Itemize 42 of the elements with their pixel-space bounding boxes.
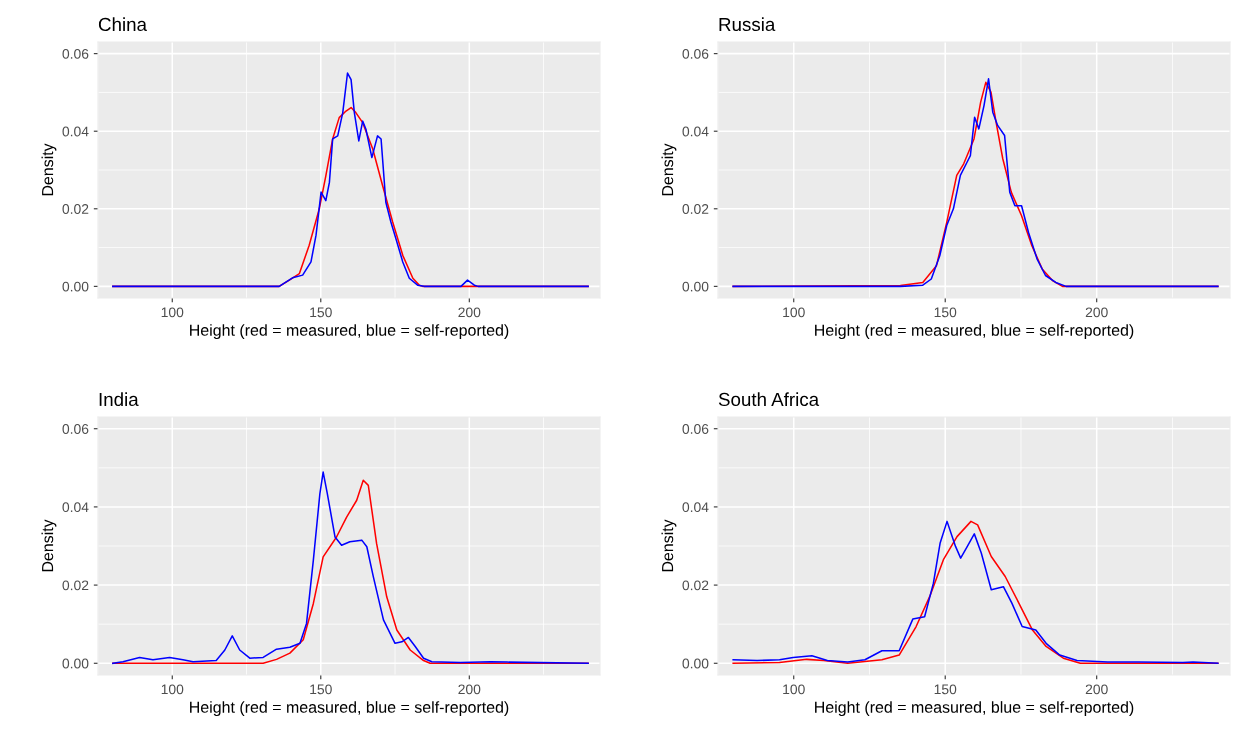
y-tick-label: 0.06 [682, 48, 709, 59]
y-axis-title: Density [661, 143, 677, 196]
x-tick-label: 150 [934, 307, 957, 318]
chart-title: South Africa [718, 392, 820, 407]
x-axis-title: Height (red = measured, blue = self-reported) [190, 324, 509, 340]
x-axis-title: Height (red = measured, blue = self-reported) [190, 701, 509, 717]
x-tick-label: 150 [310, 307, 332, 318]
y-tick-label: 0.00 [682, 281, 709, 292]
y-tick-label: 0.04 [62, 126, 89, 137]
y-tick-label: 0.02 [682, 580, 709, 591]
y-tick-label: 0.04 [682, 126, 709, 137]
y-axis-title: Density [41, 143, 57, 196]
y-tick-label: 0.00 [682, 658, 709, 669]
y-tick-label: 0.02 [682, 204, 709, 214]
y-tick-label: 0.04 [682, 502, 709, 513]
x-tick-label: 100 [161, 684, 184, 695]
x-tick-label: 100 [161, 307, 184, 318]
y-tick-label: 0.06 [682, 424, 709, 434]
x-axis-title: Height (red = measured, blue = self-reported) [815, 701, 1134, 717]
chart-title: India [99, 392, 139, 407]
x-axis-title: Height (red = measured, blue = self-reported) [815, 324, 1134, 340]
x-tick-label: 100 [783, 684, 805, 695]
x-tick-label: 150 [934, 684, 957, 695]
y-tick-label: 0.00 [62, 281, 89, 292]
x-tick-label: 150 [310, 684, 332, 695]
chart-title: China [98, 17, 147, 32]
x-tick-label: 200 [458, 307, 481, 318]
chart-title: Russia [719, 17, 776, 32]
y-tick-label: 0.06 [62, 48, 89, 59]
y-tick-label: 0.02 [62, 580, 89, 591]
y-tick-label: 0.02 [62, 204, 89, 214]
y-axis-title: Density [41, 519, 57, 572]
line-series [112, 72, 589, 288]
y-tick-label: 0.00 [62, 658, 89, 669]
y-tick-label: 0.06 [62, 424, 89, 434]
x-tick-label: 200 [1085, 307, 1108, 318]
x-tick-label: 200 [1085, 684, 1108, 695]
y-axis-title: Density [661, 519, 677, 572]
x-tick-label: 200 [458, 684, 481, 695]
line-series [732, 520, 1219, 665]
x-tick-label: 100 [783, 307, 805, 318]
y-tick-label: 0.04 [62, 502, 89, 513]
